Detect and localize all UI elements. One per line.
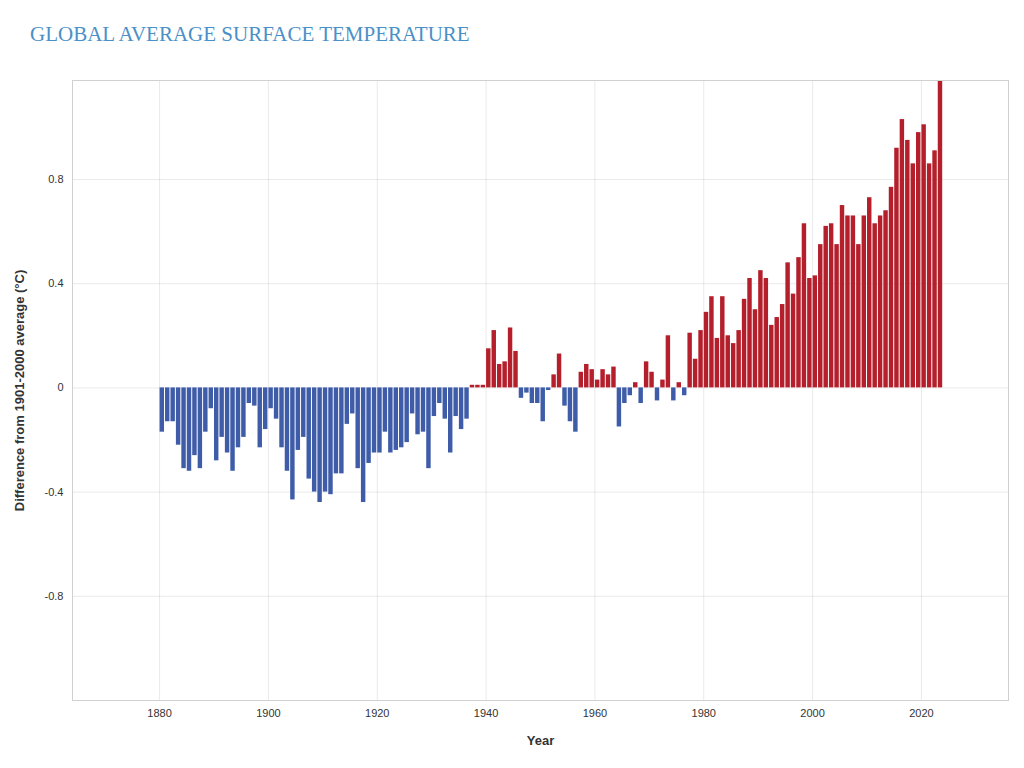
svg-text:0.8: 0.8 [48,173,63,185]
svg-text:-0.4: -0.4 [45,486,64,498]
svg-text:1900: 1900 [256,707,280,719]
svg-text:1920: 1920 [365,707,389,719]
svg-text:1940: 1940 [474,707,498,719]
svg-text:0.4: 0.4 [48,277,63,289]
svg-text:Year: Year [527,733,554,748]
svg-text:2020: 2020 [909,707,933,719]
svg-text:1880: 1880 [147,707,171,719]
svg-text:2000: 2000 [800,707,824,719]
svg-text:0: 0 [57,381,63,393]
html-text:GLOBAL AVERAGE SURFACE TEMPERA: GLOBAL AVERAGE SURFACE TEMPERATURE [30,22,470,46]
svg-text:1960: 1960 [583,707,607,719]
svg-text:1980: 1980 [692,707,716,719]
svg-text:Difference from 1901-2000 aver: Difference from 1901-2000 average (°C) [12,270,27,511]
svg-text:-0.8: -0.8 [45,590,64,602]
